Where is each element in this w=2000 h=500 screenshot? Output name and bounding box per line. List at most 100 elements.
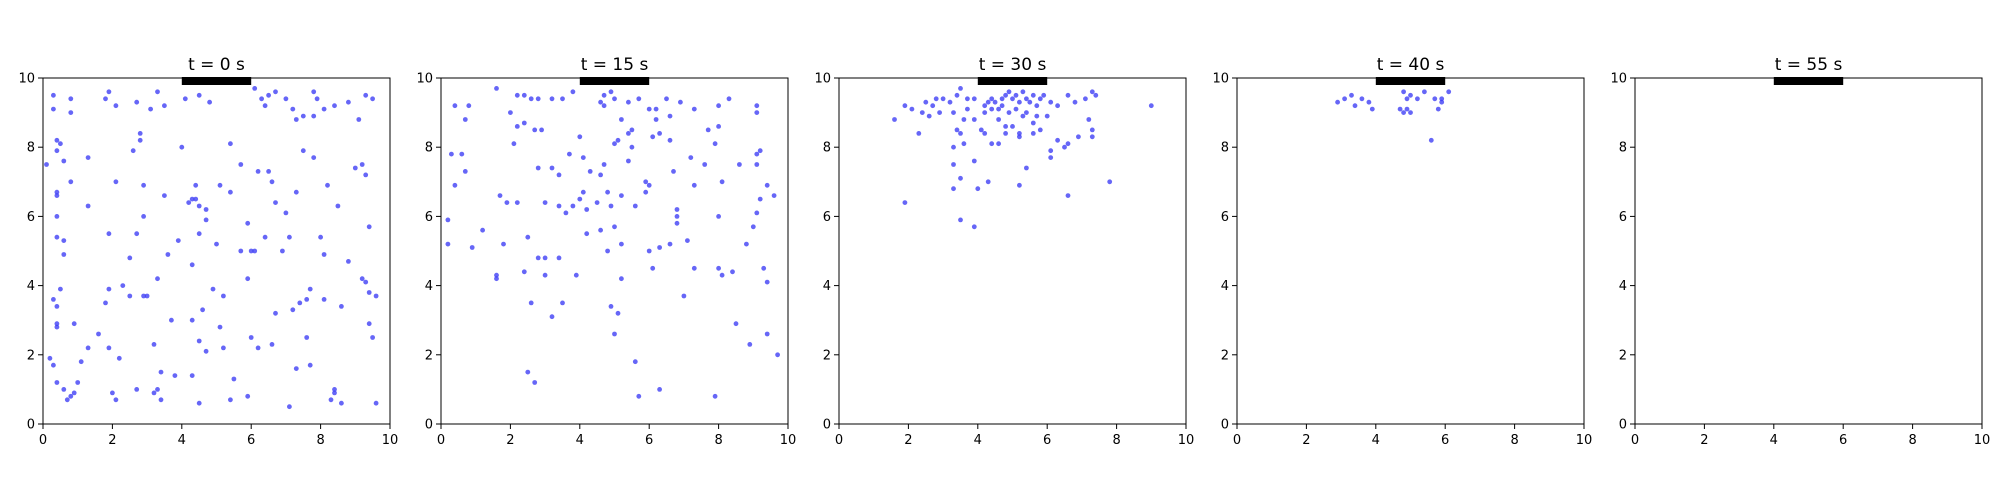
scatter-point	[54, 148, 60, 154]
scatter-point	[1439, 99, 1445, 105]
scatter-point	[370, 335, 375, 340]
scatter-point	[186, 200, 192, 206]
scatter-point	[771, 193, 777, 199]
scatter-point	[1404, 96, 1410, 102]
scatter-point	[982, 110, 988, 115]
scatter-point	[162, 193, 167, 199]
scatter-point	[113, 103, 119, 109]
scatter-point	[615, 137, 621, 143]
x-tick-label: 8	[1510, 433, 1518, 448]
scatter-point	[671, 169, 676, 174]
scatter-point	[54, 380, 60, 385]
scatter-point	[764, 331, 770, 337]
scatter-point	[1030, 131, 1036, 136]
scatter-point	[214, 241, 219, 247]
scatter-point	[702, 162, 708, 167]
scatter-point	[321, 252, 327, 257]
scatter-point	[54, 193, 60, 199]
panel-title: t = 55 s	[1775, 55, 1843, 75]
scatter-point	[1401, 110, 1406, 115]
scatter-point	[978, 127, 984, 133]
scatter-point	[54, 304, 60, 309]
y-tick-label: 2	[425, 348, 433, 363]
scatter-point	[346, 99, 351, 105]
scatter-point	[1010, 96, 1015, 102]
scatter-point	[612, 224, 617, 230]
scatter-point	[1065, 92, 1071, 98]
scatter-point	[971, 224, 977, 230]
y-tick-label: 10	[18, 72, 35, 87]
scatter-point	[1020, 89, 1026, 95]
scatter-point	[1034, 103, 1040, 109]
scatter-point	[965, 96, 970, 102]
scatter-point	[594, 200, 600, 206]
scatter-point	[196, 400, 202, 406]
scatter-point	[307, 286, 313, 292]
scatter-point	[716, 265, 721, 271]
scatter-point	[1027, 99, 1033, 105]
scatter-point	[106, 345, 112, 351]
scatter-point	[283, 96, 289, 102]
scatter-point	[228, 141, 233, 147]
scatter-point	[549, 96, 555, 102]
scatter-point	[68, 393, 74, 399]
scatter-point	[1401, 89, 1406, 95]
scatter-point	[982, 103, 988, 109]
scatter-point	[1020, 113, 1026, 119]
scatter-point	[608, 89, 614, 95]
scatter-point	[598, 172, 603, 178]
scatter-point	[273, 310, 278, 316]
scatter-point	[667, 241, 673, 247]
scatter-point	[1435, 106, 1441, 112]
scatter-point	[514, 200, 520, 206]
scatter-point	[1048, 148, 1054, 154]
y-tick-label: 10	[416, 72, 433, 87]
scatter-point	[273, 200, 278, 206]
scatter-point	[494, 276, 499, 282]
scatter-point	[61, 252, 67, 257]
scatter-point	[332, 103, 337, 109]
scatter-point	[1044, 113, 1050, 119]
scatter-point	[51, 92, 56, 98]
scatter-point	[255, 169, 261, 174]
scatter-point	[359, 276, 365, 282]
scatter-point	[203, 348, 209, 354]
scatter-point	[103, 96, 108, 102]
scatter-point	[608, 203, 614, 209]
scatter-point	[85, 203, 91, 209]
scatter-point	[573, 272, 579, 278]
scatter-point	[1055, 103, 1060, 109]
scatter-point	[1017, 134, 1022, 140]
scatter-point	[300, 148, 306, 154]
scatter-point	[452, 182, 458, 188]
scatter-point	[549, 314, 555, 320]
x-tick-label: 2	[904, 433, 912, 448]
scatter-point	[269, 342, 275, 347]
scatter-point	[726, 96, 732, 102]
scatter-point	[996, 141, 1001, 147]
scatter-point	[141, 214, 147, 219]
exit-bar	[1773, 77, 1844, 85]
scatter-point	[598, 99, 603, 105]
scatter-point	[189, 317, 195, 323]
scatter-point	[612, 331, 617, 337]
scatter-point	[1446, 89, 1452, 95]
scatter-point	[521, 120, 527, 126]
scatter-point	[657, 387, 662, 392]
scatter-point	[971, 158, 977, 164]
scatter-point	[629, 127, 635, 133]
scatter-point	[982, 131, 988, 136]
scatter-point	[193, 196, 199, 202]
scatter-point	[162, 103, 167, 109]
scatter-point	[127, 293, 133, 299]
scatter-point	[141, 182, 147, 188]
scatter-point	[1024, 110, 1029, 115]
scatter-point	[636, 96, 642, 102]
scatter-point	[137, 131, 143, 136]
scatter-point	[985, 179, 991, 185]
scatter-point	[653, 106, 659, 112]
scatter-point	[626, 158, 631, 164]
scatter-point	[601, 92, 607, 98]
scatter-point	[155, 387, 160, 392]
scatter-point	[1037, 127, 1043, 133]
